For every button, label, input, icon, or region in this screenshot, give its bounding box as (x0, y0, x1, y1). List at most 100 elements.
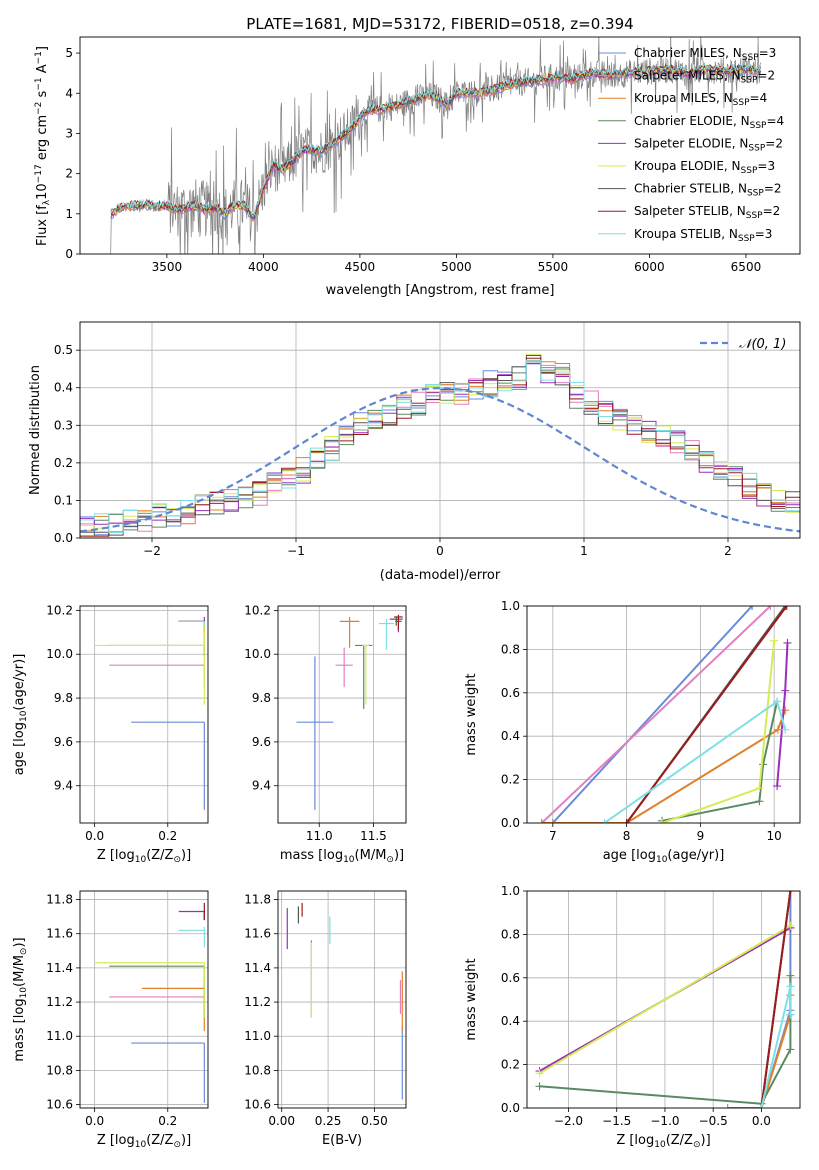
cumulative-line-kroupa-stelib (603, 699, 787, 823)
label-part: 10 (135, 855, 147, 865)
x-tick-label: 6000 (634, 260, 665, 274)
x-tick-label: 8 (623, 829, 631, 843)
cumulative-line-kroupa-elodie (661, 640, 776, 823)
x-tick-label: 7 (549, 829, 557, 843)
x-tick-label: 11.0 (306, 829, 333, 843)
y-tick-label: 9.6 (252, 735, 271, 749)
label-part: 10 (343, 855, 355, 865)
label-part: −2 (34, 102, 44, 115)
mass-vs-EBV-panel: 0.00 0.25 0.50 10.6 10.8 11.0 11.2 11.4 11.6 11.8… (244, 890, 407, 1148)
label-part: (age/yr)] (667, 848, 724, 863)
data-point-marker (773, 782, 782, 791)
label-part: mass [log (12, 998, 27, 1061)
data-point-marker (786, 921, 795, 930)
cumulative-line-salpeter-miles (541, 606, 772, 823)
data-point-marker (783, 638, 792, 647)
label-part: ⊙ (19, 948, 29, 956)
y-tick-label: 11.0 (244, 1029, 271, 1043)
cumulative-line-salpeter-elodie (776, 642, 789, 787)
label-part: Kroupa STELIB, N (634, 227, 738, 241)
x-tick-label: 5500 (538, 260, 569, 274)
y-tick-label: 0.0 (54, 531, 73, 545)
y-tick-label: 11.4 (244, 961, 271, 975)
spectrum-panel: 3500 4000 4500 5000 5500 6000 6500 0 1 2 3 4 5 wavele… (34, 36, 801, 298)
plot-area (109, 37, 762, 254)
y-tick-label: 11.8 (244, 893, 271, 907)
label-part: ⊙ (173, 855, 181, 865)
label-part: λ (42, 199, 52, 205)
y-tick-label: 0.5 (54, 343, 73, 357)
normal-reference-curve (80, 386, 800, 533)
residuals-panel: −2 −1 0 1 2 0.0 0.1 0.2 0.3 0.4 0.5 (data-model)/er… (28, 321, 801, 583)
data-point-marker (781, 686, 790, 695)
y-tick-label: 0.3 (54, 418, 73, 432)
cumulative-line-chabrier-miles (552, 606, 753, 823)
label-part: mass [log (280, 848, 343, 863)
label-part: Salpeter MILES, N (634, 69, 741, 83)
data-point-marker (755, 797, 764, 806)
y-tick-label: 10.2 (46, 603, 73, 617)
legend-label: Salpeter MILES, NSSP​=2 (634, 69, 775, 86)
label-part: Flux [f (35, 205, 50, 246)
label-part: age [log (603, 848, 656, 863)
label-part: ⊙ (173, 1140, 181, 1150)
label-part: )] (181, 1133, 191, 1148)
x-tick-label: −2.0 (554, 1114, 583, 1128)
data-point-marker (782, 606, 791, 610)
x-axis-label: wavelength [Angstrom, rest frame] (326, 283, 555, 298)
x-tick-label: 6500 (731, 260, 762, 274)
label-part: 10 (35, 183, 50, 200)
y-tick-label: 10.8 (244, 1063, 271, 1077)
label-part: =4 (750, 91, 768, 105)
axes-frame (79, 890, 209, 1109)
label-part: SSP (733, 98, 750, 108)
legend: Chabrier MILES, NSSP​=3 Salpeter MILES, N… (598, 46, 784, 244)
y-tick-label: 0.4 (501, 1014, 520, 1028)
data-point-marker (786, 1045, 795, 1054)
y-tick-label: 9.4 (252, 779, 271, 793)
axes-frame (79, 36, 801, 255)
x-axis-label: Z [log10​(Z/Z⊙​)] (616, 1133, 710, 1150)
y-tick-label: 4 (65, 86, 73, 100)
label-part: Salpeter ELODIE, N (634, 136, 748, 150)
plot-area (286, 902, 403, 1100)
data-point-marker (622, 819, 631, 823)
legend-label: Chabrier STELIB, NSSP​=2 (634, 182, 782, 199)
y-tick-label: 2 (65, 167, 73, 181)
cumulative-mass-weight-vs-age-panel: 7 8 9 10 0.0 0.2 0.4 0.6 0.8 1.0 age [log10​(age/y… (464, 599, 801, 865)
x-tick-label: −2 (143, 544, 161, 558)
model-spectrum-kroupa-stelib (110, 62, 761, 218)
y-tick-label: 11.6 (244, 927, 271, 941)
histogram-salpeter-stelib (80, 357, 800, 538)
y-axis-label: mass weight (464, 958, 479, 1040)
y-tick-label: 0.0 (501, 816, 520, 830)
x-tick-label: 10 (767, 829, 782, 843)
histogram-chabrier-stelib (80, 355, 800, 538)
label-part: 10 (135, 1140, 147, 1150)
data-point-marker (786, 982, 795, 991)
y-tick-label: 9.8 (54, 691, 73, 705)
data-point-marker (723, 1104, 732, 1108)
label-part: Kroupa MILES, N (634, 91, 733, 105)
plot-area (296, 614, 403, 810)
label-part: =2 (763, 204, 781, 218)
x-axis-label: (data-model)/error (380, 568, 501, 583)
x-tick-label: 0.2 (158, 829, 177, 843)
x-tick-label: 0.50 (361, 1114, 388, 1128)
data-point-marker (773, 697, 782, 706)
label-part: =3 (759, 46, 777, 60)
label-part: 10 (19, 987, 29, 999)
plot-area (94, 616, 205, 810)
label-part: Chabrier STELIB, N (634, 182, 747, 196)
label-part: Salpeter STELIB, N (634, 204, 746, 218)
x-axis-label: mass [log10​(M/M⊙​)] (280, 848, 404, 865)
legend-label: Kroupa MILES, NSSP​=4 (634, 91, 767, 108)
y-axis-label: mass weight (464, 673, 479, 755)
cumulative-mass-weight-vs-Z-panel: −2.0 −1.5 −1.0 −0.5 0.0 0.0 0.2 0.4 0.6 0.8 1.0 Z [… (464, 884, 801, 1150)
y-tick-label: 10.0 (46, 647, 73, 661)
label-part: SSP (747, 189, 764, 199)
y-tick-label: 0.8 (501, 642, 520, 656)
axes-frame (79, 321, 801, 539)
axes-frame (277, 605, 407, 824)
x-tick-label: 0.0 (85, 829, 104, 843)
